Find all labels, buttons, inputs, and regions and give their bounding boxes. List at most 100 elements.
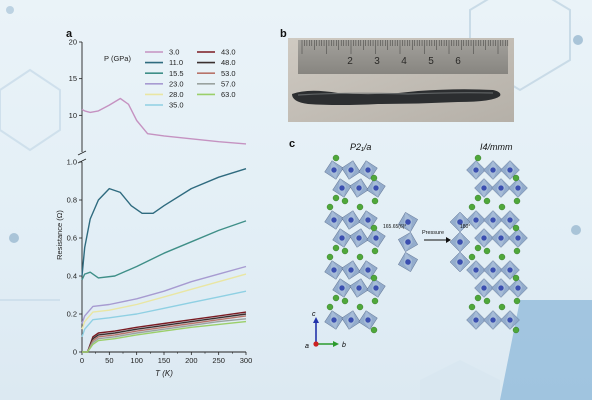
structure-label-right: I4/mmm [480, 142, 513, 152]
octahedron [349, 228, 369, 248]
octahedron [349, 278, 369, 298]
octahedron [500, 260, 520, 280]
cation-atom [370, 274, 378, 282]
structure-p21a [324, 154, 386, 334]
cation-atom [474, 244, 482, 252]
axis-triad: c a b [305, 311, 346, 350]
x-tick-label: 100 [130, 356, 143, 365]
cation-atom [498, 253, 506, 261]
legend-label: 48.0 [221, 58, 236, 67]
legend-title: P (GPa) [104, 54, 131, 63]
octahedron [491, 228, 511, 248]
octahedron [358, 210, 378, 230]
cation-atom [512, 326, 520, 334]
crystal-structures: P2₁/a I4/mmm 165.65(6)° 180° Pressure c … [305, 142, 528, 350]
octahedron [366, 228, 386, 248]
octahedron [397, 231, 419, 253]
cation-atom [341, 247, 349, 255]
cation-atom [356, 253, 364, 261]
octahedron [449, 231, 471, 253]
octahedron [500, 310, 520, 330]
octahedron [483, 260, 503, 280]
y-tick-label: 0.8 [67, 196, 77, 205]
pressure-label: Pressure [422, 230, 444, 236]
ruler-number: 2 [347, 56, 353, 67]
octahedron [508, 278, 528, 298]
cation-atom [332, 294, 340, 302]
cation-atom [498, 203, 506, 211]
cation-atom [512, 174, 520, 182]
cation-atom [468, 303, 476, 311]
y-tick-label: 0.6 [67, 234, 77, 243]
y-tick-label: 20 [69, 38, 77, 47]
x-tick-label: 250 [212, 356, 225, 365]
cation-atom [326, 203, 334, 211]
chart-series [81, 97, 247, 353]
cation-atom [483, 297, 491, 305]
legend-label: 28.0 [169, 90, 184, 99]
y-tick-label: 1.0 [67, 158, 77, 167]
y-tick-label: 0 [73, 348, 77, 357]
octahedron [332, 228, 352, 248]
series-line-35.0 [81, 290, 247, 338]
cation-atom [371, 247, 379, 255]
cation-atom [498, 303, 506, 311]
axis-c-label: c [312, 311, 316, 318]
octahedron [483, 210, 503, 230]
ruler-number: 6 [455, 56, 461, 67]
octahedron [324, 210, 344, 230]
axis-break-mark [77, 150, 87, 156]
cation-atom [474, 294, 482, 302]
cation-atom [513, 297, 521, 305]
x-tick-label: 50 [105, 356, 113, 365]
ruler [298, 40, 508, 74]
octahedron [341, 260, 361, 280]
cation-atom [356, 203, 364, 211]
resistance-chart: 0 50 100 150 200 250 300 0 0.2 0.4 0.6 0.8 1.0 10 15 20… [55, 38, 252, 379]
ruler-numbers: 2 3 4 5 6 [347, 56, 461, 67]
octahedron [474, 228, 494, 248]
series-line-28.0 [81, 273, 247, 330]
octahedron [500, 160, 520, 180]
cation-atom [332, 194, 340, 202]
cation-atom [332, 154, 340, 162]
octahedron [324, 160, 344, 180]
octahedron [483, 310, 503, 330]
octahedron [366, 178, 386, 198]
ruler-ticks [301, 40, 509, 54]
cation-atom [326, 253, 334, 261]
octahedron [491, 278, 511, 298]
legend-label: 3.0 [169, 48, 179, 57]
octahedron [466, 260, 486, 280]
cation-atom [370, 224, 378, 232]
cation-atom [474, 194, 482, 202]
octahedron [466, 210, 486, 230]
legend-label: 15.5 [169, 69, 184, 78]
y-tick-label: 15 [69, 74, 77, 83]
octahedron [366, 278, 386, 298]
panel-label-c: c [289, 138, 296, 150]
x-tick-label: 300 [240, 356, 253, 365]
cation-atom [474, 154, 482, 162]
x-axis-label: T (K) [155, 369, 173, 378]
octahedron [483, 160, 503, 180]
ruler-number: 3 [374, 56, 380, 67]
octahedron [341, 310, 361, 330]
x-tick-label: 0 [80, 356, 84, 365]
octahedron [341, 160, 361, 180]
octahedron [332, 278, 352, 298]
series-line-23.0 [81, 265, 247, 324]
y-tick-label: 0.2 [67, 310, 77, 319]
x-tick-label: 200 [185, 356, 198, 365]
octahedron [466, 160, 486, 180]
cation-atom [483, 247, 491, 255]
cation-atom [513, 197, 521, 205]
octahedron [358, 260, 378, 280]
angle-label-left: 165.65(6)° [383, 224, 406, 230]
legend-label: 63.0 [221, 90, 236, 99]
structure-label-left: P2₁/a [350, 142, 371, 152]
axis-b-label: b [342, 342, 346, 349]
octahedron [449, 211, 471, 233]
series-line-15.5 [81, 220, 247, 281]
chart-axes: 0 50 100 150 200 250 300 0 0.2 0.4 0.6 0.8 1.0 10 15 20… [55, 38, 252, 379]
